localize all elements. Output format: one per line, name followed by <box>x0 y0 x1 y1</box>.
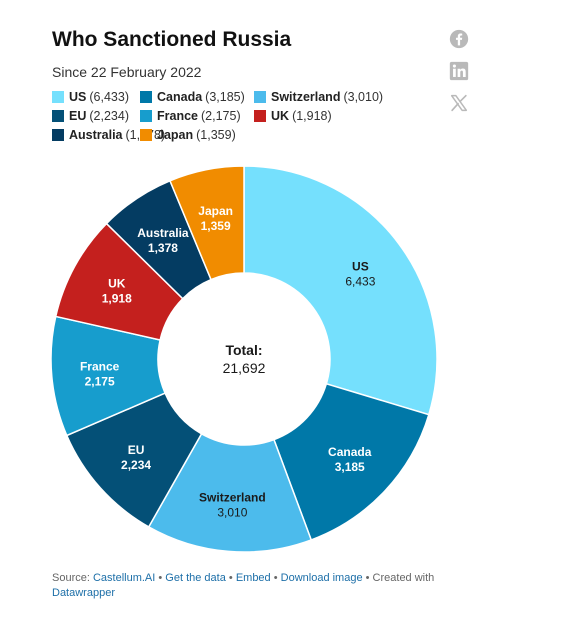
slice-name-label: France <box>80 359 120 373</box>
legend-series-count: (1,918) <box>292 109 332 123</box>
get-data-link[interactable]: Get the data <box>165 572 226 584</box>
legend-series-name: Switzerland <box>271 90 341 104</box>
slice-name-label: Australia <box>137 226 189 240</box>
slice-canada <box>272 382 430 541</box>
slice-name-label: EU <box>128 443 145 457</box>
slice-value-label: 2,175 <box>85 374 115 388</box>
legend-swatch <box>254 110 266 122</box>
legend-swatch <box>52 110 64 122</box>
legend-series-count: (3,010) <box>343 90 384 104</box>
download-image-link[interactable]: Download image <box>280 572 363 584</box>
footer: Source: Castellum.AI • Get the data • Em… <box>52 571 452 601</box>
slice-value-label: 1,359 <box>201 219 231 233</box>
slice-value-label: 2,234 <box>121 458 151 472</box>
slice-name-label: US <box>352 260 369 274</box>
legend-item-switzerland: Switzerland (3,010) <box>254 89 404 105</box>
legend-item-eu: EU (2,234) <box>52 108 140 124</box>
legend-series-count: (1,359) <box>196 128 236 142</box>
share-buttons <box>448 28 470 124</box>
slice-name-label: Switzerland <box>199 491 266 505</box>
legend-swatch <box>140 110 152 122</box>
footer-separator: • <box>225 572 236 584</box>
legend-item-canada: Canada (3,185) <box>140 89 254 105</box>
chart-subtitle: Since 22 February 2022 <box>52 64 202 80</box>
legend-swatch <box>140 129 152 141</box>
x-icon[interactable] <box>448 92 470 114</box>
center-total-value: 21,692 <box>223 360 266 376</box>
legend-item-uk: UK (1,918) <box>254 108 404 124</box>
legend-series-name: Australia <box>69 128 123 142</box>
legend-swatch <box>140 91 152 103</box>
slice-value-label: 1,918 <box>102 291 132 305</box>
legend-series-count: (6,433) <box>89 90 129 104</box>
slice-value-label: 1,378 <box>148 241 178 255</box>
slice-name-label: Canada <box>328 445 372 459</box>
legend: US (6,433) Canada (3,185) Switzerland (3,010)… <box>52 89 412 143</box>
legend-item-france: France (2,175) <box>140 108 254 124</box>
source-prefix: Source: <box>52 572 93 584</box>
donut-slices <box>50 165 438 553</box>
legend-swatch <box>254 91 266 103</box>
slice-value-label: 6,433 <box>345 275 375 289</box>
footer-separator: • <box>270 572 281 584</box>
slice-name-label: UK <box>108 276 126 290</box>
legend-series-name: France <box>157 109 198 123</box>
slice-japan <box>168 165 245 281</box>
legend-series-count: (2,175) <box>201 109 241 123</box>
legend-series-count: (2,234) <box>89 109 129 123</box>
legend-series-name: Japan <box>157 128 194 142</box>
legend-series-name: Canada <box>157 90 203 104</box>
slice-switzerland <box>147 432 313 553</box>
footer-separator: • <box>155 572 166 584</box>
legend-item-australia: Australia(1,378) <box>52 127 165 143</box>
legend-swatch <box>52 91 64 103</box>
slice-us <box>243 165 438 416</box>
legend-series-count: (3,185) <box>205 90 245 104</box>
legend-item-us: US (6,433) <box>52 89 140 105</box>
facebook-icon[interactable] <box>448 28 470 50</box>
legend-series-name: UK <box>271 109 290 123</box>
legend-series-name: US <box>69 90 87 104</box>
legend-item-japan: Japan (1,359) <box>140 127 254 143</box>
legend-swatch <box>52 129 64 141</box>
slice-value-label: 3,185 <box>335 460 365 474</box>
linkedin-icon[interactable] <box>448 60 470 82</box>
legend-series-name: EU <box>69 109 87 123</box>
source-link[interactable]: Castellum.AI <box>92 572 156 584</box>
created-with-text: • Created with <box>362 572 435 584</box>
slice-name-label: Japan <box>198 204 233 218</box>
embed-link[interactable]: Embed <box>235 572 271 584</box>
slice-value-label: 3,010 <box>217 506 247 520</box>
chart-title: Who Sanctioned Russia <box>52 28 292 51</box>
datawrapper-link[interactable]: Datawrapper <box>52 587 115 599</box>
center-total-label: Total: <box>225 342 262 358</box>
